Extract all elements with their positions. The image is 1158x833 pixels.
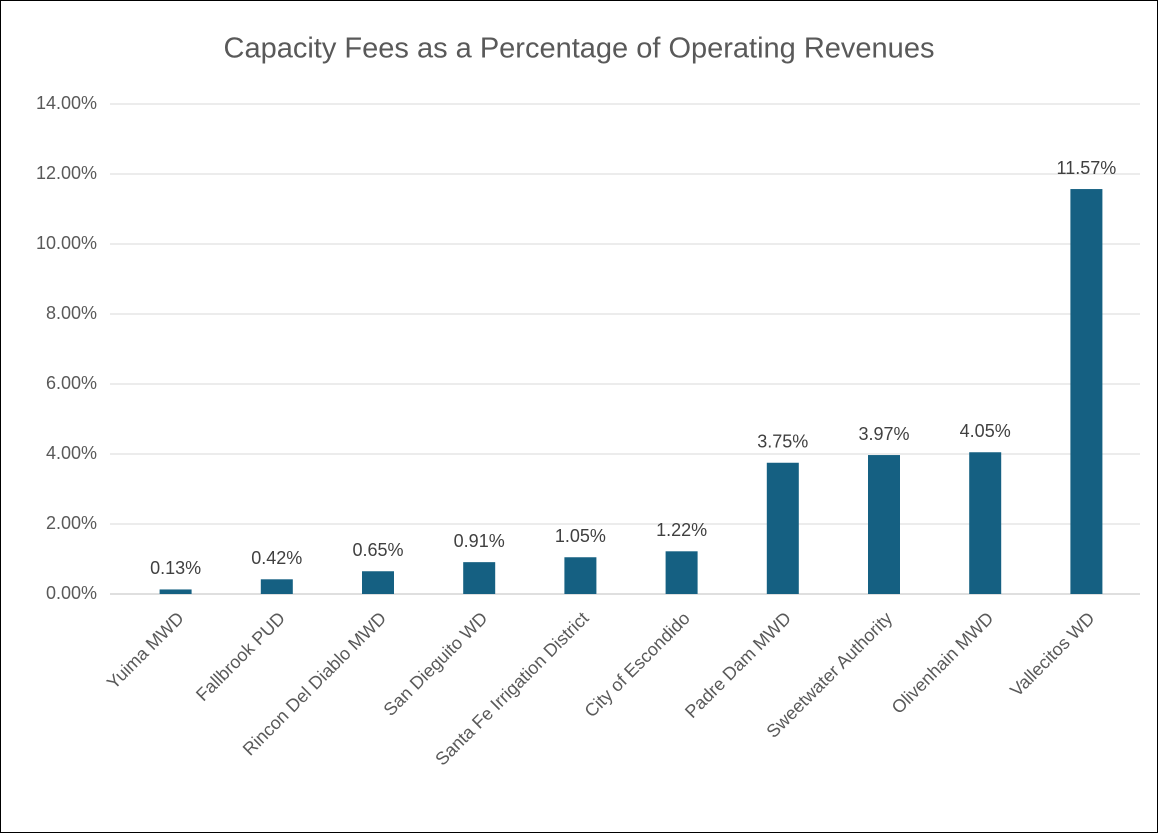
data-label: 0.42% <box>251 548 302 568</box>
y-tick-label: 8.00% <box>46 303 97 323</box>
y-tick-label: 6.00% <box>46 373 97 393</box>
bar <box>159 589 192 594</box>
bar <box>362 571 394 594</box>
bar <box>969 452 1002 594</box>
chart-title: Capacity Fees as a Percentage of Operati… <box>224 33 935 65</box>
data-label: 3.97% <box>858 424 909 444</box>
y-tick-label: 14.00% <box>36 93 97 113</box>
data-label: 4.05% <box>960 421 1011 441</box>
data-label: 0.91% <box>454 531 505 551</box>
bar <box>564 557 597 594</box>
y-tick-label: 0.00% <box>46 583 97 603</box>
bar <box>766 462 799 594</box>
bar <box>1070 189 1103 595</box>
data-label: 0.13% <box>150 558 201 578</box>
bar <box>463 562 496 594</box>
y-tick-label: 12.00% <box>36 163 97 183</box>
bar <box>665 551 698 594</box>
y-tick-label: 4.00% <box>46 443 97 463</box>
bar <box>260 579 293 594</box>
y-tick-label: 2.00% <box>46 513 97 533</box>
data-label: 0.65% <box>352 540 403 560</box>
data-label: 1.05% <box>555 526 606 546</box>
y-tick-label: 10.00% <box>36 233 97 253</box>
data-label: 1.22% <box>656 520 707 540</box>
bar <box>868 455 900 594</box>
data-label: 11.57% <box>1057 158 1117 178</box>
data-label: 3.75% <box>757 432 808 452</box>
